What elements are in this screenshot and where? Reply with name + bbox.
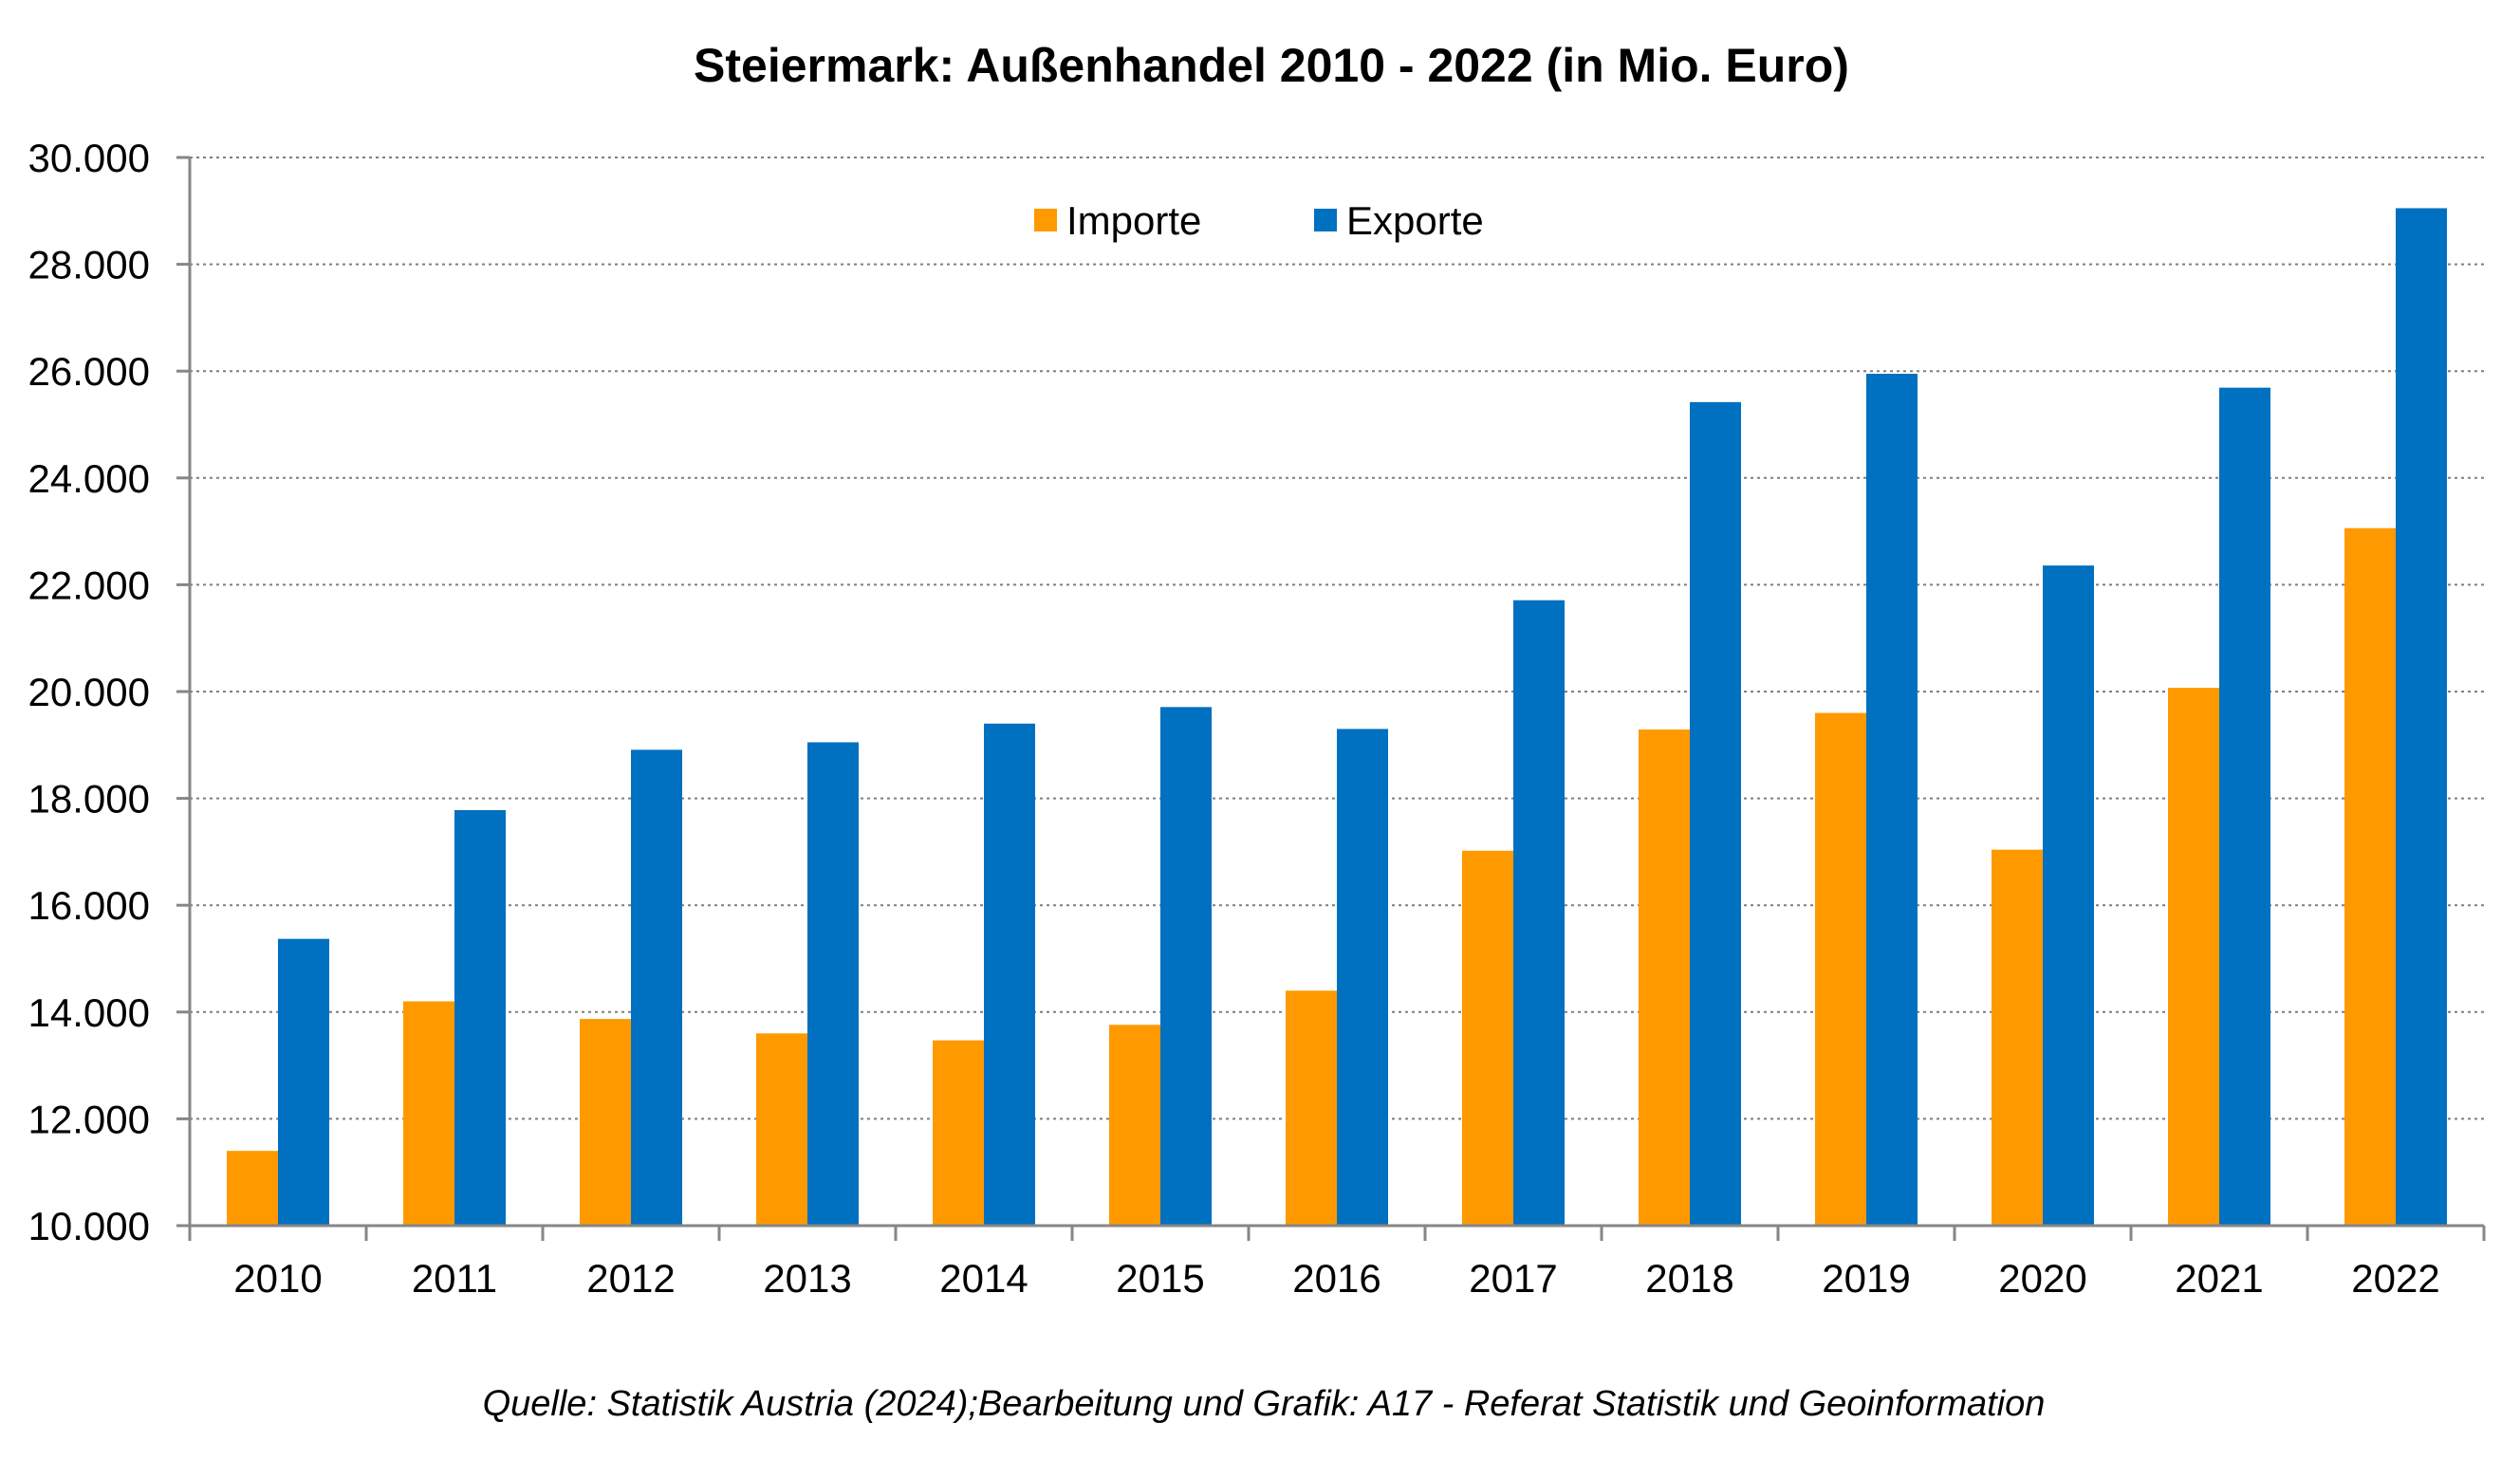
bar-exporte-2010 [278,938,329,1226]
bar-exporte-2016 [1337,729,1388,1226]
legend-swatch-importe [1034,209,1057,231]
x-tick-label: 2016 [1292,1256,1380,1301]
legend: Importe Exporte [1034,198,1484,243]
bar-exporte-2014 [984,723,1035,1226]
bar-importe-2019 [1815,712,1866,1226]
y-tick-label: 20.000 [28,670,150,714]
bar-exporte-2011 [454,809,506,1226]
bar-exporte-2012 [631,749,682,1226]
bar-exporte-2019 [1866,374,1918,1226]
chart-title: Steiermark: Außenhandel 2010 - 2022 (in … [694,39,1849,92]
bar-importe-2016 [1286,990,1337,1226]
y-tick-label: 26.000 [28,349,150,394]
legend-label-exporte: Exporte [1346,198,1484,243]
bar-exporte-2013 [807,742,859,1226]
y-tick-label: 10.000 [28,1204,150,1248]
bar-exporte-2017 [1513,600,1565,1226]
bar-importe-2020 [1992,849,2043,1226]
legend-label-importe: Importe [1066,198,1201,243]
x-tick-label: 2019 [1822,1256,1910,1301]
bar-exporte-2018 [1690,401,1741,1226]
y-tick-label: 12.000 [28,1097,150,1141]
bar-importe-2021 [2168,688,2219,1226]
bars [227,208,2447,1227]
bar-importe-2022 [2344,527,2396,1226]
bar-importe-2010 [227,1151,278,1226]
x-tick-label: 2018 [1645,1256,1733,1301]
bar-importe-2014 [933,1040,984,1226]
bar-exporte-2021 [2219,387,2270,1226]
y-tick-label: 30.000 [28,136,150,180]
bar-importe-2015 [1109,1025,1160,1226]
y-tick-label: 22.000 [28,563,150,607]
axes [176,156,2486,1241]
bar-importe-2017 [1462,850,1513,1226]
x-tick-label: 2013 [763,1256,851,1301]
bar-importe-2013 [756,1033,807,1226]
x-tick-label: 2020 [1998,1256,2086,1301]
y-tick-label: 18.000 [28,777,150,822]
y-axis-tick-labels: 10.000 12.000 14.000 16.000 18.000 20.000 22.0… [28,136,150,1248]
y-tick-label: 16.000 [28,883,150,928]
legend-swatch-exporte [1314,209,1337,231]
source-note: Quelle: Statistik Austria (2024);Bearbei… [483,1384,2046,1424]
bar-importe-2018 [1639,729,1690,1226]
bar-exporte-2022 [2396,208,2447,1227]
x-axis-tick-labels: 2010 2011 2012 2013 2014 2015 2016 2017 2018 2019… [233,1256,2439,1301]
x-tick-label: 2010 [233,1256,322,1301]
bar-importe-2012 [580,1019,631,1226]
y-tick-label: 24.000 [28,456,150,501]
bar-exporte-2020 [2043,565,2094,1226]
bar-exporte-2015 [1160,707,1212,1226]
x-tick-label: 2011 [412,1256,497,1301]
y-tick-label: 28.000 [28,243,150,287]
x-tick-label: 2017 [1469,1256,1557,1301]
x-tick-label: 2022 [2351,1256,2439,1301]
x-tick-label: 2021 [2175,1256,2263,1301]
x-tick-label: 2015 [1116,1256,1204,1301]
bar-importe-2011 [403,1001,454,1226]
x-tick-label: 2014 [939,1256,1028,1301]
y-tick-label: 14.000 [28,990,150,1035]
x-tick-label: 2012 [586,1256,675,1301]
